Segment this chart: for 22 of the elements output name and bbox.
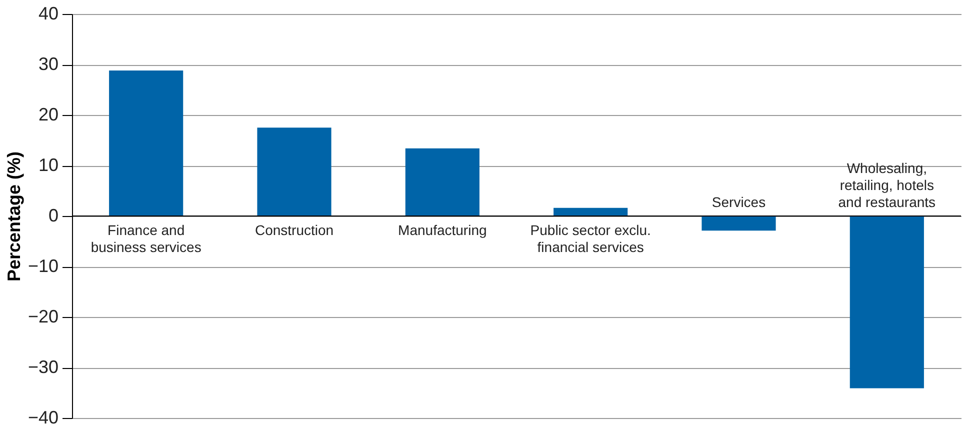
x-tick-label: Construction xyxy=(254,222,334,238)
bar xyxy=(109,70,184,216)
x-tick-label: Manufacturing xyxy=(398,222,487,238)
y-tick-label: 40 xyxy=(38,4,58,24)
x-tick-label: Services xyxy=(712,194,766,210)
y-tick-label: −40 xyxy=(28,408,58,428)
x-tick-label: Finance and business services xyxy=(90,222,202,255)
y-tick-label: 0 xyxy=(48,206,58,226)
bar xyxy=(850,216,924,388)
bar xyxy=(554,208,628,216)
y-tick-label: 30 xyxy=(38,54,58,74)
y-tick-label: −30 xyxy=(28,357,58,377)
x-tick-label: Public sector exclu. financial services xyxy=(530,222,651,255)
x-tick-label: Wholesaling, retailing, hotels and restaurants xyxy=(838,160,936,210)
y-tick-label: 20 xyxy=(38,104,58,124)
bar xyxy=(702,216,776,231)
y-tick-label: −20 xyxy=(28,306,58,326)
y-tick-label: −10 xyxy=(28,256,58,276)
bar xyxy=(405,148,480,216)
y-tick-label: 10 xyxy=(38,155,58,175)
bar xyxy=(257,128,332,216)
y-axis-title: Percentage (%) xyxy=(4,151,24,282)
